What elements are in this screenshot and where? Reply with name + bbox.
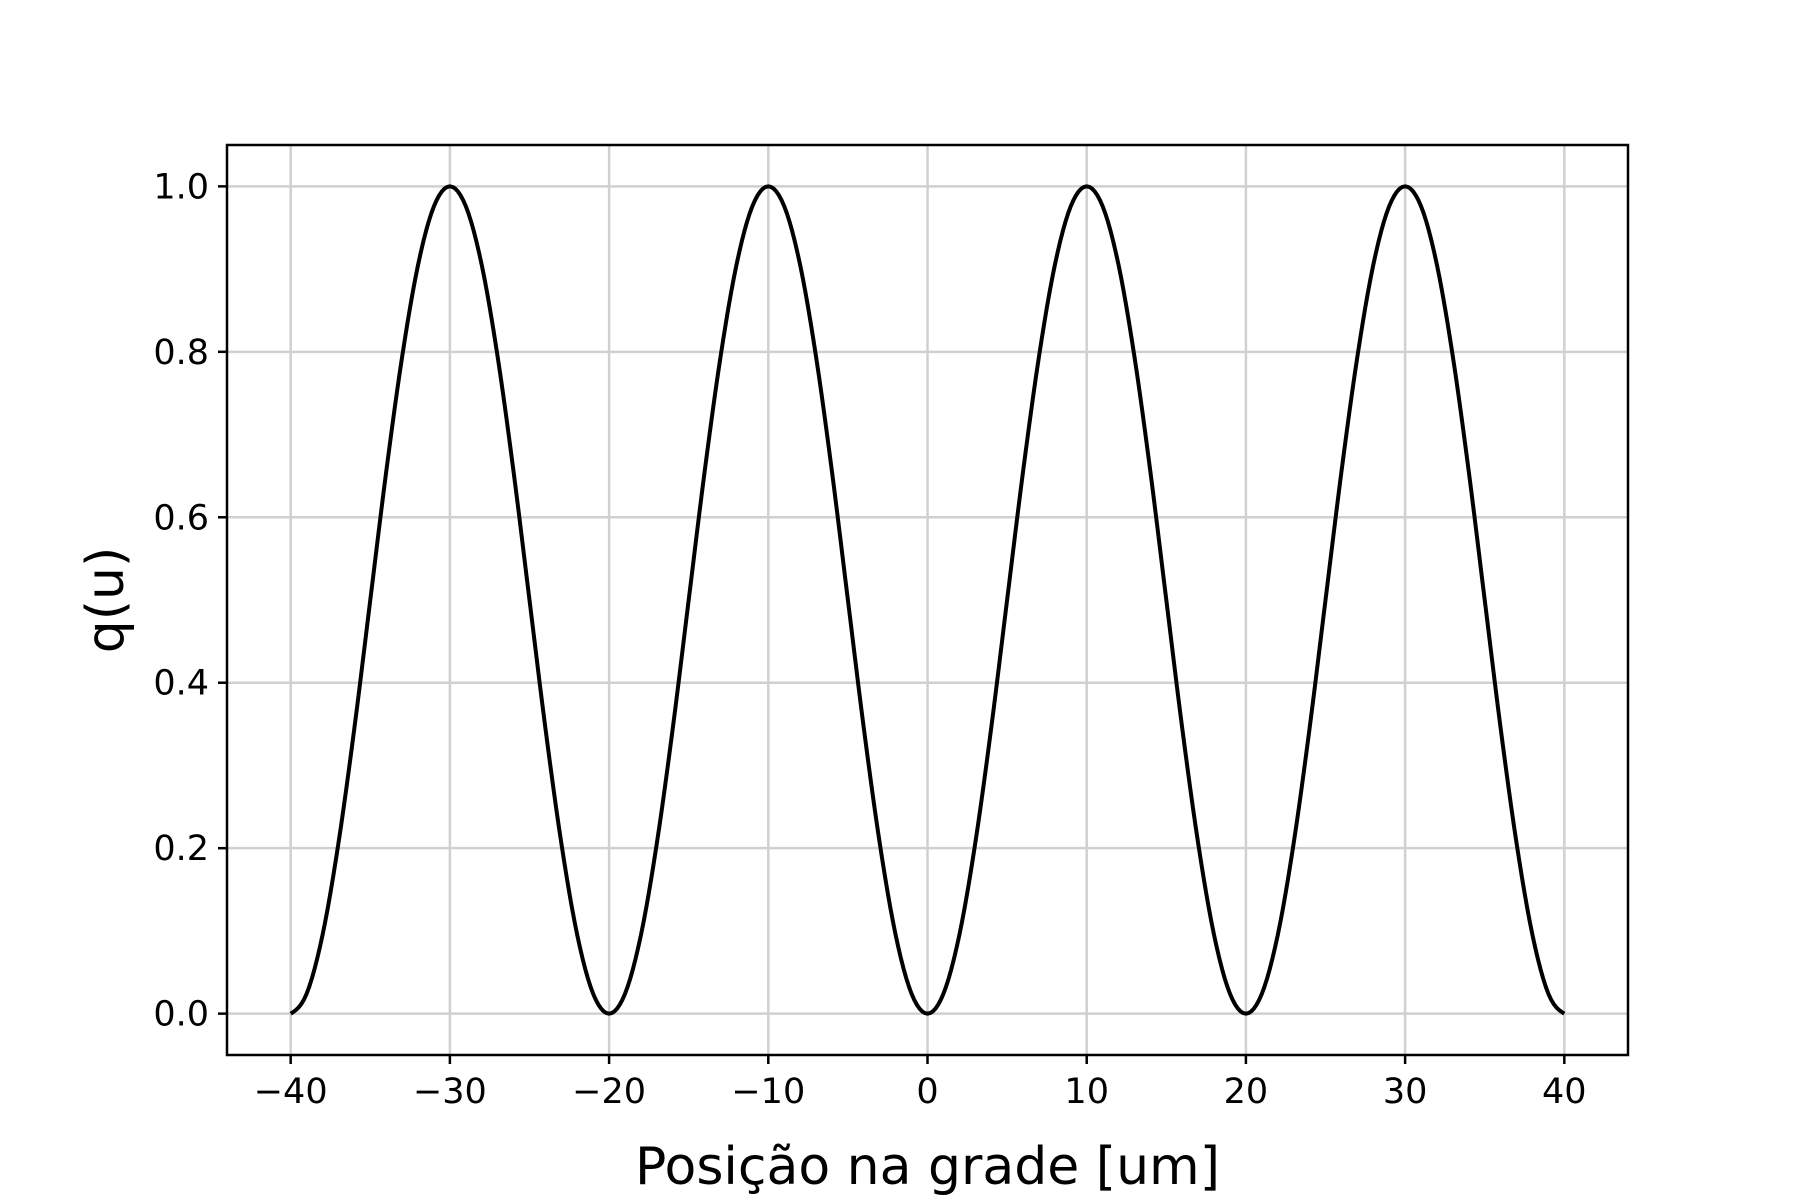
y-tick-label: 0.2 xyxy=(153,829,209,869)
y-tick-label: 0.4 xyxy=(153,664,209,704)
y-tick-label: 1.0 xyxy=(153,167,209,207)
x-tick-label: 30 xyxy=(1383,1072,1428,1112)
x-tick-label: 40 xyxy=(1542,1072,1587,1112)
x-tick-label: 20 xyxy=(1224,1072,1269,1112)
y-tick-label: 0.0 xyxy=(153,995,209,1035)
y-tick-label: 0.8 xyxy=(153,333,209,373)
x-tick-label: −30 xyxy=(413,1072,487,1112)
y-axis: 0.0 0.2 0.4 0.6 0.8 1.0 xyxy=(153,167,227,1035)
y-axis-label: q(u) xyxy=(76,547,136,654)
x-tick-label: 10 xyxy=(1064,1072,1109,1112)
x-tick-label: −40 xyxy=(254,1072,328,1112)
x-tick-label: −20 xyxy=(572,1072,646,1112)
x-tick-label: −10 xyxy=(731,1072,805,1112)
series-line xyxy=(289,184,1566,1016)
plot-area xyxy=(289,184,1566,1016)
y-tick-label: 0.6 xyxy=(153,498,209,538)
x-tick-label: 0 xyxy=(916,1072,938,1112)
grid xyxy=(227,145,1628,1055)
x-axis: −40 −30 −20 −10 0 10 20 30 40 xyxy=(254,1055,1587,1112)
x-axis-label: Posição na grade [um] xyxy=(635,1137,1220,1197)
